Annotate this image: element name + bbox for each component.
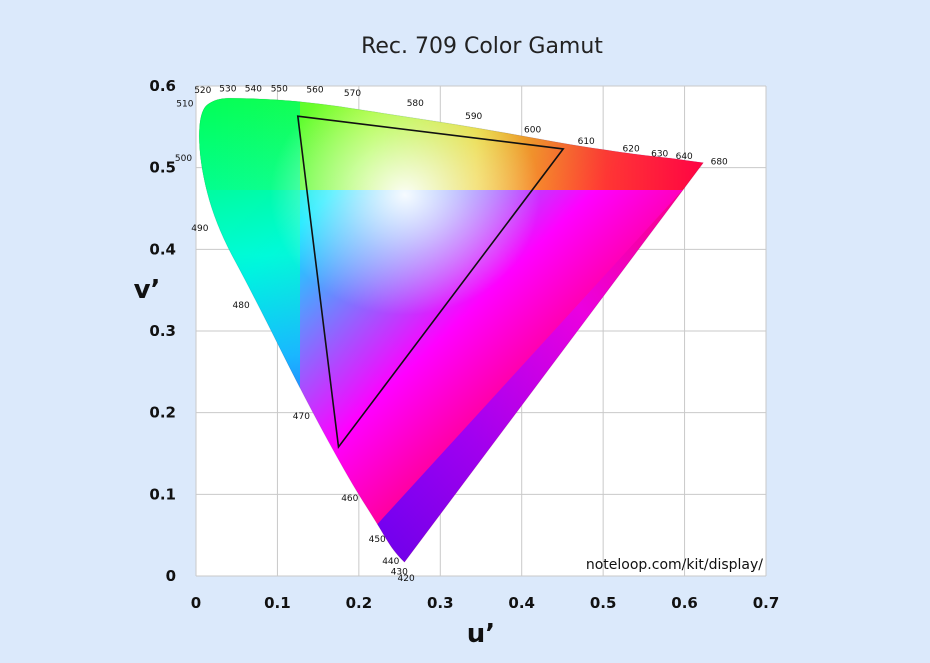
- y-tick-label: 0.2: [149, 404, 176, 422]
- y-tick-label: 0.4: [149, 240, 176, 258]
- y-axis-ticks: 0 0.1 0.2 0.3 0.4 0.5 0.6: [149, 77, 176, 585]
- x-tick-label: 0.7: [753, 594, 780, 612]
- x-axis-ticks: 0 0.1 0.2 0.3 0.4 0.5 0.6 0.7: [191, 594, 780, 612]
- wavelength-label: 420: [398, 574, 415, 584]
- wavelength-label: 680: [711, 157, 728, 167]
- wavelength-label: 470: [293, 412, 310, 422]
- wavelength-label: 540: [245, 84, 262, 94]
- x-tick-label: 0.3: [427, 594, 454, 612]
- wavelength-label: 560: [306, 86, 323, 96]
- wavelength-label: 480: [233, 301, 250, 311]
- wavelength-label: 580: [407, 99, 424, 109]
- wavelength-label: 440: [382, 557, 399, 567]
- wavelength-label: 640: [676, 152, 693, 162]
- wavelength-label: 620: [623, 145, 640, 155]
- white-point-glow: [270, 98, 540, 315]
- x-tick-label: 0.5: [590, 594, 617, 612]
- x-tick-label: 0.6: [671, 594, 698, 612]
- wavelength-label: 590: [465, 112, 482, 122]
- x-tick-label: 0.2: [346, 594, 373, 612]
- chart-title: Rec. 709 Color Gamut: [361, 34, 603, 59]
- y-tick-label: 0: [166, 567, 176, 585]
- wavelength-label: 490: [191, 224, 208, 234]
- wavelength-label: 430: [391, 568, 408, 578]
- y-axis-label: v’: [134, 275, 161, 305]
- wavelength-label: 460: [341, 494, 358, 504]
- wavelength-label: 600: [524, 125, 541, 135]
- spectral-locus-outline: [198, 97, 705, 563]
- x-tick-label: 0: [191, 594, 201, 612]
- x-axis-label: u’: [467, 619, 495, 649]
- y-tick-label: 0.1: [149, 485, 176, 503]
- y-tick-label: 0.5: [149, 159, 176, 177]
- wavelength-label: 530: [219, 85, 236, 95]
- rec709-gamut-triangle: [296, 115, 565, 450]
- wavelength-label: 450: [369, 535, 386, 545]
- wavelength-label: 610: [578, 137, 595, 147]
- y-tick-label: 0.3: [149, 322, 176, 340]
- y-tick-label: 0.6: [149, 77, 176, 95]
- x-tick-label: 0.4: [508, 594, 535, 612]
- wavelength-label: 510: [176, 100, 193, 110]
- wavelength-label: 500: [175, 154, 192, 164]
- credit-text: noteloop.com/kit/display/: [586, 557, 763, 573]
- wavelength-label: 550: [271, 85, 288, 95]
- x-tick-label: 0.1: [264, 594, 291, 612]
- wavelength-label: 520: [194, 86, 211, 96]
- wavelength-label: 630: [651, 149, 668, 159]
- wavelength-label: 570: [344, 89, 361, 99]
